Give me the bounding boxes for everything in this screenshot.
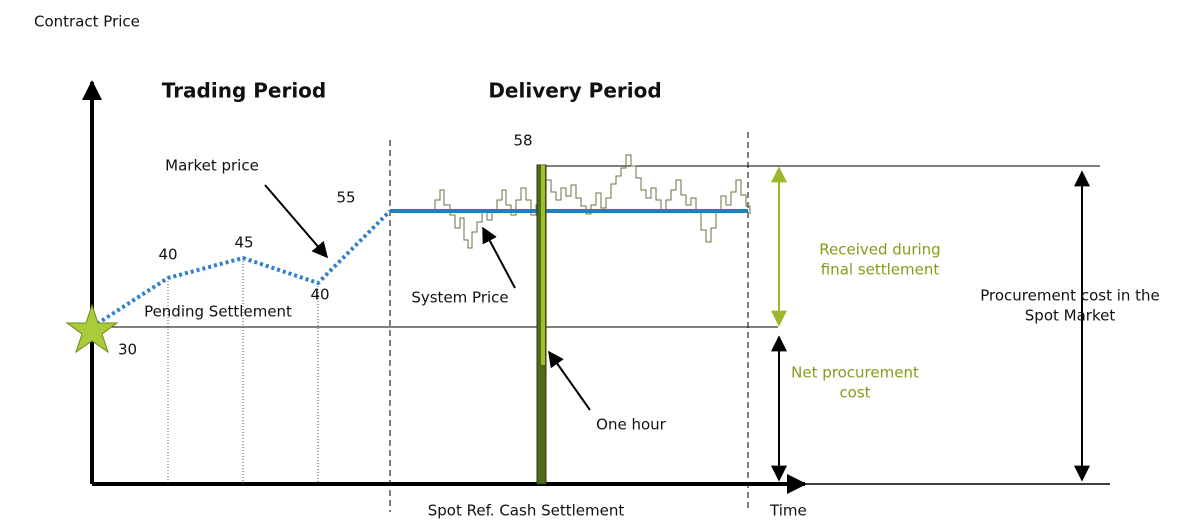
settlement-drops [167,258,319,484]
period-title: Trading Period [162,79,327,103]
start-star [65,303,119,354]
pointer-arrows [264,170,1090,482]
spot-price-trace [434,154,751,249]
period-title: Delivery Period [488,79,661,103]
one-hour-bar-highlight [541,165,545,365]
axes [82,80,1110,494]
annotation: One hour [596,416,667,434]
annotation: Spot Market [1025,307,1116,325]
annotation: cost [839,384,870,402]
annotation: Net procurement [791,364,919,382]
annotation: System Price [411,289,508,307]
annotation: final settlement [821,261,940,279]
price-label: 30 [118,341,137,359]
annotation: Spot Ref. Cash Settlement [428,502,625,520]
annotation: Received during [819,241,940,259]
x-axis-label: Time [769,502,807,520]
y-axis-label: Contract Price [34,13,140,31]
price-label: 55 [336,189,355,207]
price-label: 45 [234,234,253,252]
price-label: 40 [158,246,177,264]
price-label: 40 [310,286,329,304]
annotation: Pending Settlement [144,303,292,321]
price-label: 58 [513,132,532,150]
period-dividers [389,132,749,512]
annotation: Market price [165,157,259,175]
annotation: Procurement cost in the [980,287,1160,305]
market-price-line [90,209,392,329]
